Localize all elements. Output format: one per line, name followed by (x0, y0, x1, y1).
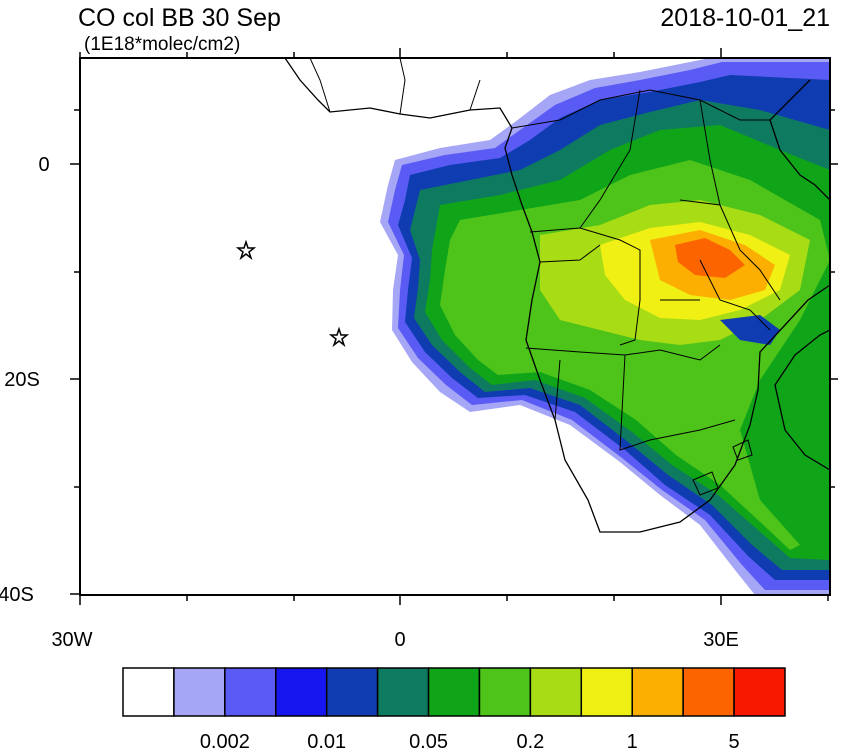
lat-label: 40S (0, 584, 34, 606)
colorbar-box (478, 667, 532, 717)
title: CO col BB 30 Sep (78, 4, 281, 32)
colorbar-box (733, 667, 786, 717)
colorbar: 0.002 0.01 0.05 0.2 1 5 (122, 667, 786, 753)
colorbar-box (427, 667, 481, 717)
colorbar-box (122, 667, 175, 717)
lon-label: 0 (394, 629, 405, 651)
colorbar-box (529, 667, 583, 717)
colorbar-label: 0.002 (200, 731, 250, 750)
stars (235, 239, 350, 348)
colorbar-box (580, 667, 633, 717)
lat-label: 20S (4, 369, 40, 391)
colorbar-box (224, 667, 277, 717)
lon-label: 30W (51, 629, 92, 651)
colorbar-box (173, 667, 226, 717)
plume (380, 58, 830, 595)
colorbar-label: 0.2 (516, 731, 544, 750)
colorbar-box (275, 667, 328, 717)
colorbar-label: 0.01 (307, 731, 346, 750)
coastlines (284, 58, 830, 533)
ticks (70, 48, 838, 605)
colorbar-box (325, 667, 379, 717)
colorbar-box (682, 667, 735, 717)
units: (1E18*molec/cm2) (84, 34, 240, 55)
lat-label: 0 (38, 154, 49, 176)
colorbar-box (631, 667, 684, 717)
map-frame (79, 57, 831, 596)
date: 2018-10-01_21 (660, 4, 830, 32)
colorbar-label: 0.05 (409, 731, 448, 750)
colorbar-box (376, 667, 430, 717)
colorbar-label: 1 (627, 731, 638, 750)
colorbar-label: 5 (729, 731, 740, 750)
lon-label: 30E (703, 629, 739, 651)
